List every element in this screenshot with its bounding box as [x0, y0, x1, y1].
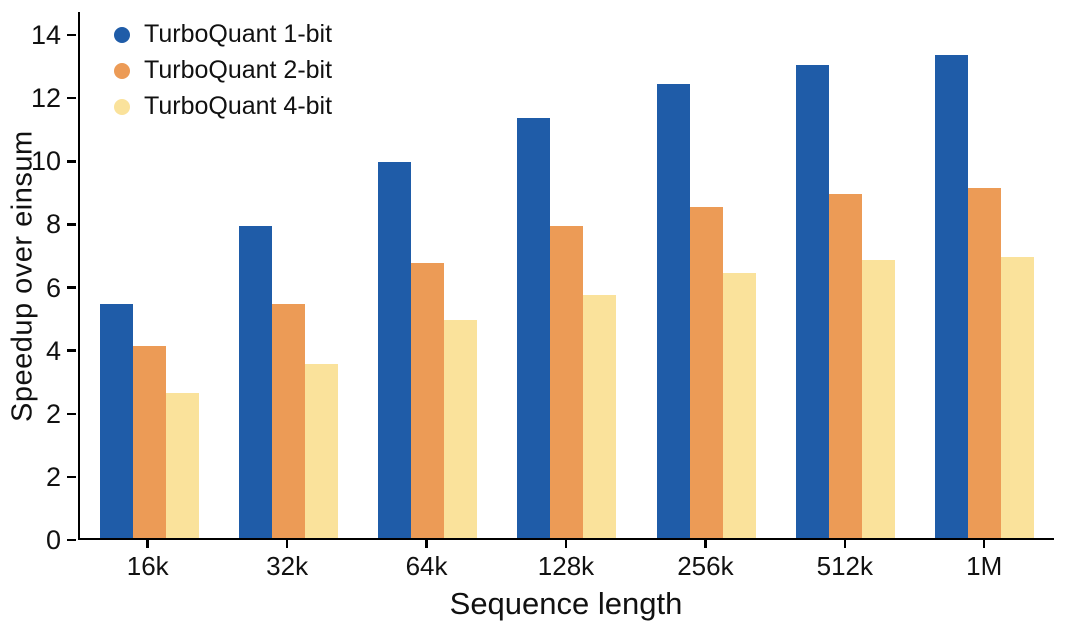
y-tick-label: 8 [45, 209, 61, 240]
y-tick-mark [67, 96, 76, 100]
y-tick-label: 4 [45, 335, 61, 366]
bar [411, 263, 445, 538]
bar [722, 272, 756, 538]
x-tick-mark [425, 540, 428, 548]
bar-group-16k [80, 12, 219, 538]
y-tick-mark [67, 160, 76, 163]
y-tick-mark [67, 349, 76, 352]
x-tick-label: 512k [816, 551, 874, 581]
bar [967, 187, 1001, 538]
y-tick-mark [67, 538, 76, 542]
y-tick-label: 2 [45, 461, 61, 492]
bar [133, 345, 167, 538]
x-tick-label: 64k [405, 551, 448, 581]
legend-label: TurboQuant 2-bit [144, 56, 333, 84]
y-tick-label: 0 [45, 525, 61, 555]
y-tick-mark [67, 286, 76, 289]
bar [934, 55, 968, 538]
bar-group-128k [497, 12, 636, 538]
bar [1000, 257, 1034, 538]
bar-groups [80, 12, 1054, 538]
x-tick-mark [146, 540, 149, 548]
bar [378, 162, 412, 538]
y-tick-label: 6 [45, 272, 61, 303]
x-tick-1M: 1M [915, 540, 1054, 582]
x-tick-512k: 512k [775, 540, 914, 582]
legend-label: TurboQuant 1-bit [144, 20, 333, 48]
bar [239, 225, 273, 538]
x-tick-mark [982, 540, 986, 548]
x-tick-label: 16k [126, 551, 169, 581]
bar [550, 225, 584, 538]
y-tick-label: 12 [30, 83, 61, 114]
bar [517, 118, 551, 538]
y-tick-mark [67, 475, 76, 479]
y-tick-label: 2 [45, 398, 61, 429]
x-tick-256k: 256k [636, 540, 775, 582]
bar [444, 320, 478, 538]
x-tick-128k: 128k [496, 540, 635, 582]
x-axis-ticks: 16k 32k 64k 128k 256k 512k 1M [78, 540, 1054, 582]
x-tick-mark [843, 540, 847, 548]
legend-item: TurboQuant 2-bit [114, 56, 332, 85]
x-axis-title: Sequence length [449, 586, 683, 621]
y-tick-mark [67, 33, 76, 37]
x-tick-64k: 64k [357, 540, 496, 582]
y-tick-mark [67, 223, 76, 226]
x-tick-label: 1M [966, 551, 1003, 581]
y-tick-label: 10 [30, 146, 61, 177]
bar-group-32k [219, 12, 358, 538]
bar [272, 304, 306, 538]
x-tick-label: 128k [537, 551, 595, 581]
x-tick-mark [704, 540, 707, 548]
bar-group-256k [637, 12, 776, 538]
y-axis-ticks: 0 2 2 4 6 8 10 12 14 [0, 12, 76, 555]
legend-item: TurboQuant 4-bit [114, 92, 332, 121]
x-tick-mark [564, 540, 568, 548]
bar [795, 64, 829, 538]
x-tick-label: 256k [677, 551, 734, 581]
bar [656, 83, 690, 538]
legend: TurboQuant 1-bit TurboQuant 2-bit TurboQua… [114, 20, 332, 121]
y-tick-mark [67, 412, 76, 415]
legend-color-dot [114, 26, 130, 43]
x-tick-mark [285, 540, 289, 548]
x-tick-32k: 32k [217, 540, 356, 582]
bar-group-1M [915, 12, 1054, 538]
bar [689, 206, 723, 538]
legend-item: TurboQuant 1-bit [114, 20, 332, 49]
plot-area: TurboQuant 1-bit TurboQuant 2-bit TurboQua… [78, 12, 1054, 540]
legend-label: TurboQuant 4-bit [144, 92, 333, 120]
bar [305, 364, 339, 538]
legend-color-dot [114, 98, 130, 115]
bar-group-512k [776, 12, 915, 538]
bar [828, 194, 862, 538]
bar [861, 260, 895, 538]
bar [583, 295, 617, 538]
bar-group-64k [358, 12, 497, 538]
bar [100, 304, 134, 538]
y-tick-label: 14 [30, 20, 61, 50]
x-tick-16k: 16k [78, 540, 217, 582]
legend-color-dot [114, 62, 130, 79]
x-tick-label: 32k [266, 551, 309, 581]
bar [166, 392, 200, 538]
